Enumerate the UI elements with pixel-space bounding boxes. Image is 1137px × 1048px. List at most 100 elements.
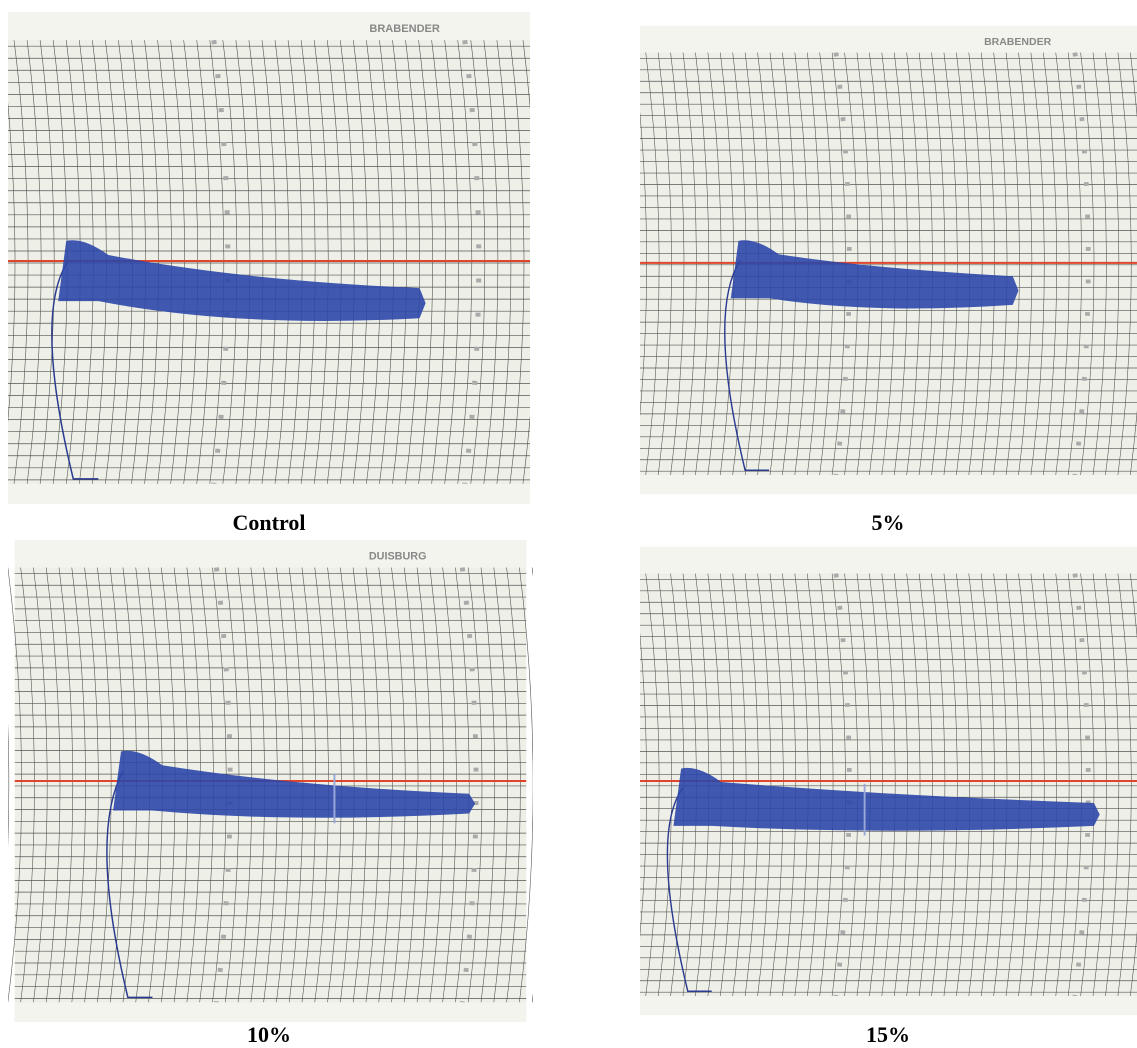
grid-arc: [470, 40, 486, 484]
grid-arc: [670, 52, 685, 476]
grid-arc: [493, 567, 508, 1003]
grid-arc: [993, 52, 1008, 476]
grid-arc: [248, 40, 264, 484]
grid-arc: [1055, 573, 1070, 997]
grid-arc: [906, 573, 921, 997]
grid-arc: [645, 52, 660, 476]
grid-arc: [881, 52, 896, 476]
grid-arc: [1043, 52, 1057, 476]
farinograph-chart: DUISBURG: [8, 540, 533, 1022]
grid-arc: [1067, 52, 1082, 476]
grid-arc: [45, 567, 61, 1003]
grid-arc: [58, 567, 74, 1003]
grid-arc: [235, 40, 251, 484]
grid-arc: [1080, 52, 1095, 476]
grid-arc: [496, 40, 512, 484]
grid-arc: [640, 111, 647, 417]
grid-arc: [483, 40, 499, 484]
grid-arc: [429, 567, 444, 1003]
grid-arc: [97, 567, 112, 1003]
grid-arc: [968, 52, 983, 476]
footer-strip: [14, 1002, 527, 1022]
grid-arc: [196, 40, 212, 484]
grid-arc: [391, 567, 406, 1003]
footer-strip: [640, 996, 1137, 1016]
grid-arc: [806, 573, 821, 997]
grid-arc: [144, 40, 159, 484]
grid-arc: [707, 52, 722, 476]
header-strip: [640, 25, 1137, 53]
grid-arc: [856, 573, 871, 997]
grid-arc: [416, 567, 432, 1003]
header-strip: [640, 546, 1137, 574]
header-text: BRABENDER: [984, 36, 1052, 48]
caption: 15%: [866, 1022, 910, 1047]
header-strip: [14, 540, 527, 568]
grid-arc: [365, 567, 380, 1003]
grid-arc: [1105, 52, 1120, 476]
grid-arc: [287, 40, 303, 484]
grid-arc: [695, 52, 710, 476]
grid-arc: [769, 573, 784, 997]
consistency-band: [58, 240, 426, 321]
grid-arc: [8, 723, 10, 848]
consistency-band: [673, 767, 1100, 831]
grid-arc: [943, 573, 958, 997]
grid-arc: [1043, 573, 1057, 997]
farinograph-chart: [640, 546, 1137, 1016]
grid-arc: [682, 52, 697, 476]
grid-arc: [13, 40, 29, 484]
rise-trace: [51, 260, 99, 480]
grid-arc: [844, 52, 859, 476]
grid-arc: [455, 567, 470, 1003]
rise-trace: [724, 259, 770, 471]
grid-arc: [1105, 573, 1120, 997]
grid-arc: [1067, 573, 1082, 997]
grid-arc: [300, 40, 316, 484]
grid-arc: [893, 573, 908, 997]
footer-strip: [8, 483, 530, 504]
grid-arc: [222, 40, 238, 484]
grid-arc: [918, 52, 933, 476]
caption: Control: [232, 510, 306, 535]
grid-arc: [20, 567, 35, 1003]
caption: 10%: [247, 1022, 291, 1047]
footer-strip: [640, 475, 1137, 495]
grid-arc: [640, 632, 647, 938]
grid-arc: [831, 573, 846, 997]
paper: [640, 25, 1137, 495]
grid-arc: [844, 573, 859, 997]
grid-arc: [906, 52, 921, 476]
rise-trace: [106, 770, 153, 999]
caption: 5%: [871, 510, 905, 535]
grid-arc: [856, 52, 871, 476]
grid-arc: [956, 573, 970, 997]
grid-arc: [980, 573, 995, 997]
grid-arc: [442, 567, 457, 1003]
grid-arc: [327, 567, 342, 1003]
grid-arc: [274, 40, 290, 484]
grid-arc: [1005, 573, 1020, 997]
grid-arc: [956, 52, 970, 476]
grid-arc: [819, 573, 834, 997]
grid-arc: [444, 40, 460, 484]
grid-arc: [794, 573, 809, 997]
grid-arc: [313, 40, 329, 484]
grid-arc: [943, 52, 958, 476]
grid-arc: [519, 567, 533, 1003]
grid-arc: [993, 573, 1008, 997]
grid-arc: [657, 573, 672, 997]
grid-arc: [457, 40, 473, 484]
grid-arc: [1080, 573, 1095, 997]
grid-arc: [757, 573, 772, 997]
grid-arc: [209, 40, 225, 484]
consistency-band: [113, 750, 476, 818]
grid-arc: [378, 567, 393, 1003]
grid-arc: [8, 102, 16, 423]
grid-arc: [869, 573, 884, 997]
grid-arc: [1005, 52, 1020, 476]
grid-arc: [403, 567, 419, 1003]
grid-arc: [39, 40, 55, 484]
grid-arc: [509, 40, 525, 484]
